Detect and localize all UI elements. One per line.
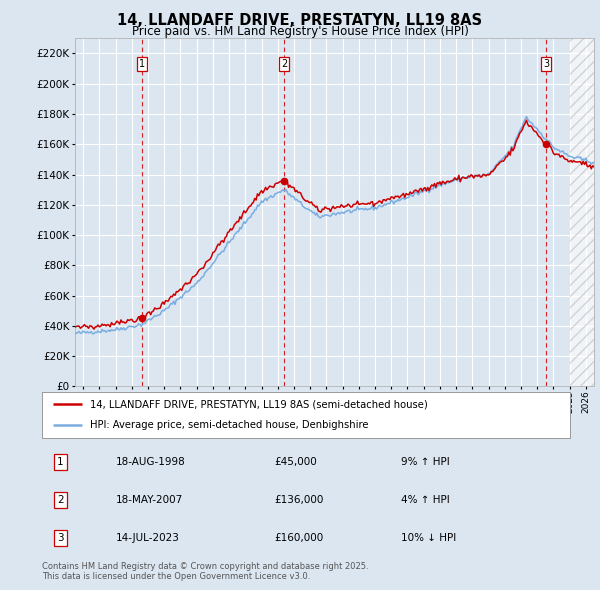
Text: 2: 2	[281, 59, 287, 69]
Text: £45,000: £45,000	[274, 457, 317, 467]
Text: 14-JUL-2023: 14-JUL-2023	[116, 533, 180, 543]
Text: £160,000: £160,000	[274, 533, 323, 543]
Text: 9% ↑ HPI: 9% ↑ HPI	[401, 457, 450, 467]
Text: 1: 1	[57, 457, 64, 467]
Text: 18-MAY-2007: 18-MAY-2007	[116, 495, 183, 505]
Text: Contains HM Land Registry data © Crown copyright and database right 2025.: Contains HM Land Registry data © Crown c…	[42, 562, 368, 571]
Text: This data is licensed under the Open Government Licence v3.0.: This data is licensed under the Open Gov…	[42, 572, 310, 581]
Text: 10% ↓ HPI: 10% ↓ HPI	[401, 533, 456, 543]
Text: 14, LLANDAFF DRIVE, PRESTATYN, LL19 8AS: 14, LLANDAFF DRIVE, PRESTATYN, LL19 8AS	[118, 13, 482, 28]
Text: 18-AUG-1998: 18-AUG-1998	[116, 457, 185, 467]
Text: 2: 2	[57, 495, 64, 505]
Text: 1: 1	[139, 59, 145, 69]
Text: HPI: Average price, semi-detached house, Denbighshire: HPI: Average price, semi-detached house,…	[89, 420, 368, 430]
Text: 3: 3	[57, 533, 64, 543]
Text: Price paid vs. HM Land Registry's House Price Index (HPI): Price paid vs. HM Land Registry's House …	[131, 25, 469, 38]
Text: 14, LLANDAFF DRIVE, PRESTATYN, LL19 8AS (semi-detached house): 14, LLANDAFF DRIVE, PRESTATYN, LL19 8AS …	[89, 399, 427, 409]
Text: 3: 3	[543, 59, 549, 69]
Text: £136,000: £136,000	[274, 495, 323, 505]
Text: 4% ↑ HPI: 4% ↑ HPI	[401, 495, 450, 505]
